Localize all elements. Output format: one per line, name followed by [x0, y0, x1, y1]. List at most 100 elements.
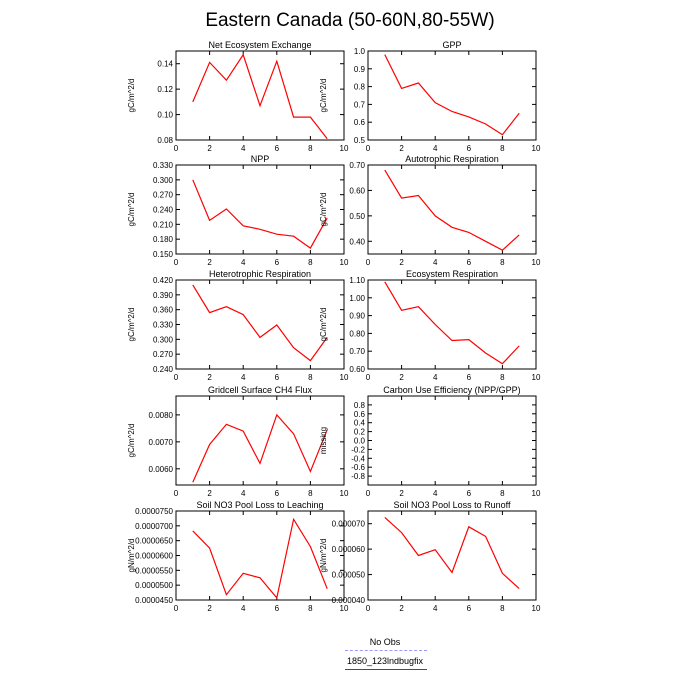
panel-8: Carbon Use Efficiency (NPP/GPP)0 2 4 6 8 10-0… [319, 385, 541, 498]
series-line [192, 284, 328, 362]
panel-title: Gridcell Surface CH4 Flux [208, 385, 313, 395]
x-tick-label: 4 [241, 604, 246, 613]
x-tick-label: 6 [467, 144, 472, 153]
panel-3: NPP 0 2 4 6 8 10 0.150 0.180 0.210 0.240 0.270 0.300… [127, 154, 349, 267]
y-tick-label: 0.70 [349, 347, 365, 356]
series-line [384, 281, 520, 365]
y-tick-label: 0.0060 [149, 465, 174, 474]
y-tick-label: 0.4 [354, 419, 366, 428]
panel-7: Gridcell Surface CH4 Flux 0 2 4 6 8 10 0.0060 0.… [127, 385, 349, 498]
x-tick-label: 6 [275, 144, 280, 153]
x-tick-label: 8 [308, 144, 313, 153]
x-tick-label: 0 [366, 144, 371, 153]
x-tick-label: 4 [433, 258, 438, 267]
y-tick-label: 0.000050 [332, 571, 366, 580]
x-tick-label: 0 [174, 604, 179, 613]
plot-frame [175, 395, 345, 486]
y-tick-label: 0.2 [354, 428, 366, 437]
y-tick-label: 0.0000750 [135, 507, 173, 516]
y-tick-label: 0.60 [349, 365, 365, 374]
x-tick-label: 8 [308, 604, 313, 613]
series-line [384, 516, 520, 590]
x-tick-label: 4 [433, 373, 438, 382]
x-tick-label: 4 [433, 604, 438, 613]
panel-title: Ecosystem Respiration [406, 269, 498, 279]
y-tick-label: 0.270 [153, 191, 174, 200]
x-tick-label: 4 [241, 144, 246, 153]
series-line [192, 517, 328, 600]
y-tick-label: 0.420 [153, 276, 174, 285]
y-tick-label: 0.000040 [332, 596, 366, 605]
plot-frame [367, 279, 537, 370]
x-tick-label: 8 [308, 373, 313, 382]
y-tick-label: 0.0080 [149, 411, 174, 420]
x-tick-label: 0 [366, 489, 371, 498]
x-tick-label: 6 [467, 604, 472, 613]
panel-9: Soil NO3 Pool Loss to Leaching 0 2 4 6 8 10 0.0… [127, 500, 349, 613]
x-tick-label: 10 [340, 604, 349, 613]
x-tick-label: 6 [275, 258, 280, 267]
panel-title: GPP [442, 40, 461, 50]
x-tick-label: 10 [340, 258, 349, 267]
x-tick-label: 10 [340, 489, 349, 498]
x-tick-label: 0 [174, 373, 179, 382]
y-tick-label: 0.60 [349, 186, 365, 195]
y-tick-label: 0.0000600 [135, 552, 173, 561]
y-tick-label: 0.0 [354, 437, 366, 446]
y-axis-label: gC/m^2/d [127, 424, 136, 458]
y-tick-label: 0.5 [354, 136, 366, 145]
x-tick-label: 2 [207, 373, 212, 382]
y-tick-label: 0.360 [153, 306, 174, 315]
y-tick-label: -0.6 [351, 463, 365, 472]
y-axis-label: gC/m^2/d [319, 79, 328, 113]
y-tick-label: 0.08 [157, 136, 173, 145]
x-tick-label: 2 [399, 604, 404, 613]
x-tick-label: 0 [366, 258, 371, 267]
y-tick-label: 0.300 [153, 176, 174, 185]
y-axis-label: missing [319, 427, 328, 454]
y-tick-label: 0.6 [354, 118, 366, 127]
y-tick-label: 0.0070 [149, 438, 174, 447]
series-line [384, 169, 520, 251]
y-tick-label: 0.330 [153, 161, 174, 170]
panel-title: Heterotrophic Respiration [209, 269, 311, 279]
x-tick-label: 10 [340, 373, 349, 382]
series-line [384, 54, 520, 136]
y-tick-label: 0.14 [157, 60, 173, 69]
y-tick-label: 0.000060 [332, 545, 366, 554]
y-tick-label: 0.10 [157, 111, 173, 120]
chart-title: Eastern Canada (50-60N,80-55W) [205, 10, 495, 31]
plot-frame [367, 50, 537, 141]
legend-line [345, 669, 427, 670]
x-tick-label: 2 [399, 258, 404, 267]
x-tick-label: 0 [174, 144, 179, 153]
x-tick-label: 10 [532, 258, 541, 267]
x-tick-label: 4 [433, 489, 438, 498]
panel-4: Autotrophic Respiration 0 2 4 6 8 10 0.40 0.50 0.… [319, 154, 541, 267]
x-tick-label: 6 [467, 258, 472, 267]
x-tick-label: 2 [207, 144, 212, 153]
x-tick-label: 10 [532, 604, 541, 613]
panel-title: Soil NO3 Pool Loss to Leaching [196, 500, 323, 510]
y-tick-label: -0.8 [351, 472, 365, 481]
x-tick-label: 8 [500, 258, 505, 267]
series-line [192, 53, 328, 140]
y-tick-label: 0.6 [354, 410, 366, 419]
series-line [192, 413, 328, 483]
plot-frame [367, 164, 537, 255]
x-tick-label: 8 [500, 489, 505, 498]
panel-2: GPP 0 2 4 6 8 10 0.5 0.6 0.7 0.8 0.9 1.0 gC/m^2/d [319, 40, 541, 153]
y-tick-label: 0.40 [349, 237, 365, 246]
legend-label: 1850_123lndbugfix [346, 656, 424, 666]
y-tick-label: 0.0000500 [135, 581, 173, 590]
y-tick-label: 0.150 [153, 250, 174, 259]
x-tick-label: 8 [500, 144, 505, 153]
y-tick-label: 0.50 [349, 212, 365, 221]
plot-frame [367, 510, 537, 601]
x-tick-label: 2 [399, 373, 404, 382]
y-tick-label: 0.8 [354, 401, 366, 410]
y-axis-label: gC/m^2/d [127, 193, 136, 227]
